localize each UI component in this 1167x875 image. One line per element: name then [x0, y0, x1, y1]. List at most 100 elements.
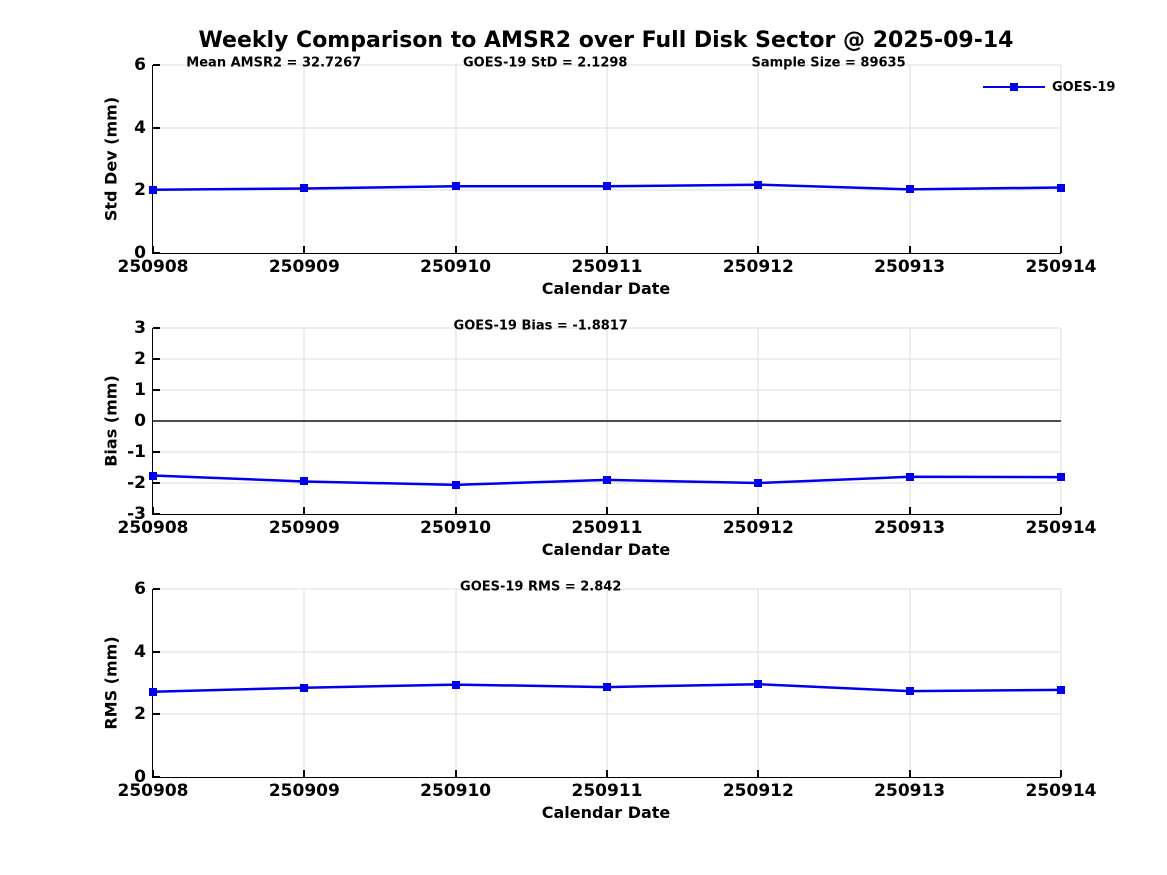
- data-point-marker: [451, 182, 460, 191]
- x-axis-tick: [303, 507, 306, 514]
- x-tick-label: 250913: [874, 781, 946, 801]
- y-tick-label: 4: [134, 117, 146, 138]
- y-axis-label: Bias (mm): [101, 375, 121, 467]
- data-point-marker: [603, 182, 611, 191]
- data-point-marker: [149, 687, 157, 696]
- x-axis-tick: [606, 507, 608, 514]
- x-tick-label: 250914: [1025, 257, 1097, 277]
- x-tick-label: 250911: [571, 518, 643, 538]
- horizontal-gridline: [153, 713, 1061, 715]
- y-axis-tick: [153, 513, 160, 515]
- vertical-gridline: [303, 589, 305, 777]
- y-tick-label: -1: [127, 441, 146, 462]
- data-line-svg: [153, 328, 1061, 514]
- x-tick-label: 250908: [117, 518, 189, 538]
- vertical-gridline: [1060, 589, 1062, 777]
- y-axis-tick: [153, 252, 160, 254]
- y-tick-label: 6: [134, 55, 146, 75]
- y-tick-label: 2: [134, 704, 146, 725]
- x-tick-label: 250914: [1025, 781, 1097, 801]
- horizontal-gridline: [153, 588, 1061, 590]
- x-tick-label: 250910: [420, 518, 492, 538]
- x-axis-tick: [152, 246, 154, 253]
- data-point-marker: [300, 683, 309, 692]
- y-axis-tick: [153, 650, 160, 653]
- horizontal-gridline: [153, 64, 1061, 66]
- x-axis-tick: [152, 507, 154, 514]
- x-tick-label: 250909: [268, 257, 340, 277]
- y-tick-label: 2: [134, 180, 146, 201]
- data-point-marker: [905, 185, 914, 194]
- y-axis-tick: [153, 358, 160, 360]
- y-axis-label: Std Dev (mm): [101, 96, 121, 222]
- x-tick-label: 250912: [722, 518, 794, 538]
- x-tick-label: 250912: [722, 781, 794, 801]
- x-tick-label: 250913: [874, 518, 946, 538]
- y-tick-label: -3: [127, 504, 146, 524]
- horizontal-gridline: [153, 651, 1061, 653]
- data-point-marker: [754, 680, 763, 689]
- horizontal-gridline: [153, 127, 1061, 129]
- horizontal-gridline: [153, 327, 1061, 329]
- y-tick-label: 4: [134, 641, 146, 662]
- legend-square-marker-icon: [1010, 83, 1018, 91]
- data-point-marker: [149, 185, 157, 194]
- data-point-marker: [754, 479, 763, 487]
- horizontal-gridline: [153, 358, 1061, 360]
- horizontal-gridline: [153, 189, 1061, 191]
- x-tick-label: 250914: [1025, 518, 1097, 538]
- y-tick-label: 6: [134, 579, 146, 599]
- x-axis-label: Calendar Date: [541, 803, 671, 822]
- x-axis-tick: [908, 770, 911, 777]
- data-point-marker: [1057, 685, 1065, 694]
- vertical-gridline: [303, 65, 305, 253]
- y-tick-label: 0: [134, 767, 146, 787]
- y-axis-tick: [153, 64, 160, 66]
- x-tick-label: 250913: [874, 257, 946, 277]
- x-axis-tick: [606, 770, 608, 777]
- x-axis-tick: [757, 770, 760, 777]
- data-line-svg: [153, 65, 1061, 253]
- data-point-marker: [603, 683, 611, 692]
- y-axis-label: RMS (mm): [101, 636, 121, 730]
- vertical-gridline: [909, 65, 911, 253]
- x-axis-tick: [908, 507, 911, 514]
- y-axis-tick: [153, 482, 160, 484]
- x-axis-tick: [908, 246, 911, 253]
- data-point-marker: [149, 471, 157, 480]
- y-axis-tick: [153, 389, 160, 391]
- vertical-gridline: [1060, 328, 1062, 514]
- x-axis-tick: [757, 507, 760, 514]
- y-tick-label: -2: [127, 473, 146, 493]
- subplot-std-dev: 250908 250909 250910 250911 250912 250913 2509…: [102, 56, 1116, 299]
- x-axis-tick: [303, 770, 306, 777]
- legend-line-sample: [983, 83, 1045, 91]
- stat-annotation: GOES-19 StD = 2.1298: [463, 55, 628, 71]
- horizontal-gridline: [153, 389, 1061, 391]
- data-point-marker: [451, 480, 460, 489]
- x-axis-tick: [454, 770, 457, 777]
- horizontal-gridline: [153, 451, 1061, 453]
- y-axis-tick: [153, 713, 160, 716]
- vertical-gridline: [909, 589, 911, 777]
- stat-annotation: GOES-19 Bias = -1.8817: [453, 318, 628, 334]
- data-point-marker: [300, 477, 309, 486]
- vertical-gridline: [757, 65, 759, 253]
- stat-annotation: Mean AMSR2 = 32.7267: [186, 55, 362, 71]
- x-tick-label: 250908: [117, 257, 189, 277]
- x-tick-label: 250910: [420, 781, 492, 801]
- data-point-marker: [300, 184, 309, 193]
- vertical-gridline: [455, 65, 457, 253]
- x-axis-label: Calendar Date: [541, 279, 671, 298]
- plot-area-bias: 250908 250909 250910 250911 250912 250913 2509…: [118, 319, 1097, 539]
- x-axis-tick: [303, 246, 306, 253]
- y-tick-label: 3: [134, 318, 146, 338]
- x-tick-label: 250908: [117, 781, 189, 801]
- data-point-marker: [905, 687, 914, 696]
- data-point-marker: [603, 475, 611, 484]
- data-point-marker: [1057, 183, 1065, 192]
- subplot-rms: 250908 250909 250910 250911 250912 250913 2509…: [102, 580, 1097, 823]
- x-axis-label: Calendar Date: [541, 540, 671, 559]
- x-tick-label: 250911: [571, 781, 643, 801]
